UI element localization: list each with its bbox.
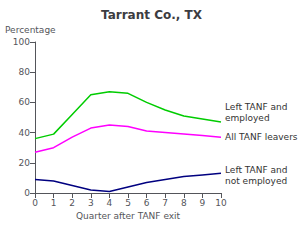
svg-text:10: 10 <box>215 198 227 208</box>
svg-text:4: 4 <box>107 198 113 208</box>
svg-text:All TANF leavers: All TANF leavers <box>225 132 298 142</box>
svg-text:60: 60 <box>19 97 31 107</box>
svg-text:3: 3 <box>88 198 94 208</box>
svg-text:2: 2 <box>69 198 75 208</box>
svg-text:1: 1 <box>51 198 57 208</box>
svg-text:100: 100 <box>13 37 30 47</box>
svg-text:Percentage: Percentage <box>5 25 56 35</box>
svg-text:Tarrant Co., TX: Tarrant Co., TX <box>101 8 203 22</box>
svg-text:0: 0 <box>24 188 30 198</box>
svg-text:7: 7 <box>162 198 168 208</box>
svg-text:80: 80 <box>19 67 31 77</box>
svg-text:8: 8 <box>181 198 187 208</box>
svg-text:40: 40 <box>19 128 31 138</box>
svg-text:20: 20 <box>19 158 31 168</box>
svg-text:0: 0 <box>32 198 38 208</box>
svg-text:5: 5 <box>125 198 131 208</box>
svg-text:Quarter after TANF exit: Quarter after TANF exit <box>76 211 181 221</box>
svg-text:employed: employed <box>225 113 270 123</box>
svg-text:Left TANF and: Left TANF and <box>225 102 287 112</box>
svg-text:not employed: not employed <box>225 176 287 186</box>
svg-text:6: 6 <box>144 198 150 208</box>
svg-text:Left TANF and: Left TANF and <box>225 165 287 175</box>
svg-text:9: 9 <box>200 198 206 208</box>
